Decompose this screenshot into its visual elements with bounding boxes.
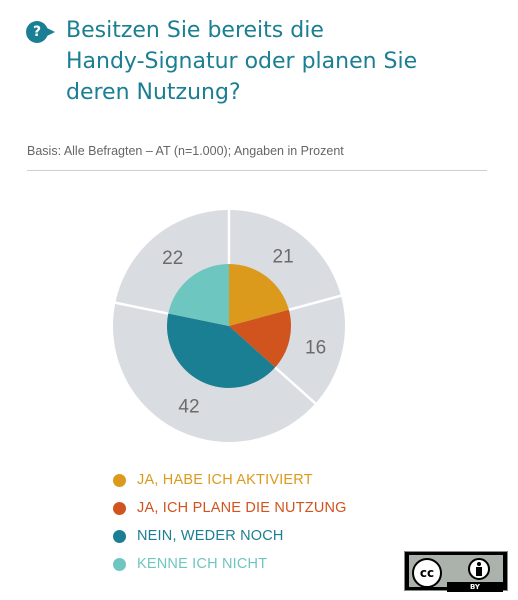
legend: JA, HABE ICH AKTIVIERT JA, ICH PLANE DIE… xyxy=(113,466,347,578)
title-line: Handy-Signatur oder planen Sie xyxy=(66,49,418,74)
pie-slice xyxy=(168,264,229,326)
legend-label: JA, ICH PLANE DIE NUTZUNG xyxy=(137,500,347,516)
divider xyxy=(27,170,487,171)
pie-slice xyxy=(229,309,292,368)
attribution-icon xyxy=(468,558,490,580)
legend-label: NEIN, WEDER NOCH xyxy=(137,528,284,544)
segment-divider xyxy=(288,294,343,312)
cc-icon: cc xyxy=(412,558,442,588)
pie-slice xyxy=(166,313,276,389)
data-label: 22 xyxy=(162,248,183,269)
question-icon: ? xyxy=(26,21,55,43)
legend-swatch xyxy=(113,557,126,571)
data-label: 42 xyxy=(178,397,199,418)
title-line: Besitzen Sie bereits die xyxy=(66,18,324,43)
legend-item: KENNE ICH NICHT xyxy=(113,550,347,578)
license-badge-bg: cc BY xyxy=(409,555,503,592)
data-label: 16 xyxy=(305,338,326,359)
legend-item: NEIN, WEDER NOCH xyxy=(113,522,347,550)
title-line: deren Nutzung? xyxy=(66,80,241,105)
segment-divider xyxy=(114,301,169,315)
legend-swatch xyxy=(113,529,126,543)
basis-note: Basis: Alle Befragten – AT (n=1.000); An… xyxy=(27,144,344,158)
page-title: Besitzen Sie bereits die Handy-Signatur … xyxy=(66,15,506,108)
legend-swatch xyxy=(113,501,126,515)
legend-swatch xyxy=(113,473,126,487)
legend-item: JA, ICH PLANE DIE NUTZUNG xyxy=(113,494,347,522)
legend-label: KENNE ICH NICHT xyxy=(137,556,268,572)
creative-commons-by-icon: cc BY xyxy=(404,551,508,592)
by-label: BY xyxy=(447,582,503,592)
data-label: 21 xyxy=(273,246,294,267)
legend-label: JA, HABE ICH AKTIVIERT xyxy=(137,472,313,488)
legend-item: JA, HABE ICH AKTIVIERT xyxy=(113,466,347,494)
segment-divider xyxy=(274,366,317,406)
pie-slice xyxy=(229,264,289,326)
